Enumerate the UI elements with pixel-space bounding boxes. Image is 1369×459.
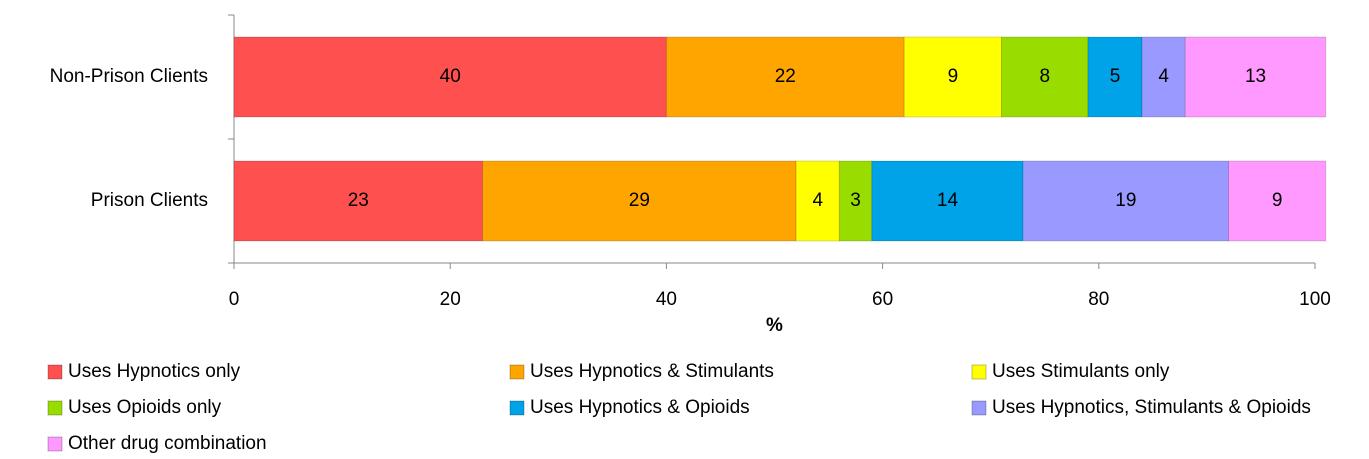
x-tick-label: 40	[656, 289, 677, 310]
legend-swatch	[47, 436, 63, 452]
x-tick-label: 80	[1088, 289, 1109, 310]
bar-segment	[795, 160, 840, 242]
bar-segment	[233, 36, 667, 118]
legend-swatch	[971, 364, 987, 380]
x-tick-label: 60	[872, 289, 893, 310]
data-label: 14	[937, 190, 959, 211]
data-label: 40	[440, 66, 461, 87]
x-tick-label: 100	[1299, 289, 1331, 310]
bar-segment	[838, 160, 873, 242]
bar-segment	[1184, 36, 1327, 118]
legend-label: Uses Hypnotics only	[68, 361, 241, 382]
bar-segment	[1022, 160, 1230, 242]
legend-label: Uses Hypnotics & Stimulants	[530, 361, 774, 382]
data-label: 13	[1245, 66, 1266, 87]
x-axis-label: %	[766, 315, 783, 336]
data-label: 4	[812, 190, 823, 211]
data-label: 8	[1039, 66, 1050, 87]
data-label: 19	[1115, 190, 1136, 211]
legend-label: Uses Hypnotics & Opioids	[530, 397, 750, 418]
bar-segment	[1087, 36, 1143, 118]
legend-label: Uses Opioids only	[68, 397, 222, 418]
bar-segment	[665, 36, 905, 118]
bar-segment	[1001, 36, 1089, 118]
y-tick-label: Non-Prison Clients	[50, 66, 208, 87]
bar-segment	[871, 160, 1024, 242]
data-label: 5	[1110, 66, 1121, 87]
bar-segment	[1141, 36, 1186, 118]
bar-segment	[903, 36, 1003, 118]
y-tick-label: Prison Clients	[91, 190, 208, 211]
x-tick-label: 20	[440, 289, 461, 310]
data-label: 4	[1158, 66, 1169, 87]
legend-label: Uses Stimulants only	[992, 361, 1170, 382]
data-label: 23	[348, 190, 369, 211]
data-label: 22	[775, 66, 796, 87]
data-label: 29	[629, 190, 650, 211]
legend-label: Uses Hypnotics, Stimulants & Opioids	[992, 397, 1311, 418]
data-label: 3	[850, 190, 861, 211]
legend-swatch	[509, 400, 525, 416]
data-label: 9	[948, 66, 959, 87]
legend-swatch	[971, 400, 987, 416]
bar-segment	[1228, 160, 1327, 242]
data-label: 9	[1272, 190, 1283, 211]
legend-swatch	[47, 400, 63, 416]
x-tick-label: 0	[229, 289, 240, 310]
legend-label: Other drug combination	[68, 433, 267, 454]
legend-swatch	[509, 364, 525, 380]
bar-segment	[482, 160, 797, 242]
legend-swatch	[47, 364, 63, 380]
